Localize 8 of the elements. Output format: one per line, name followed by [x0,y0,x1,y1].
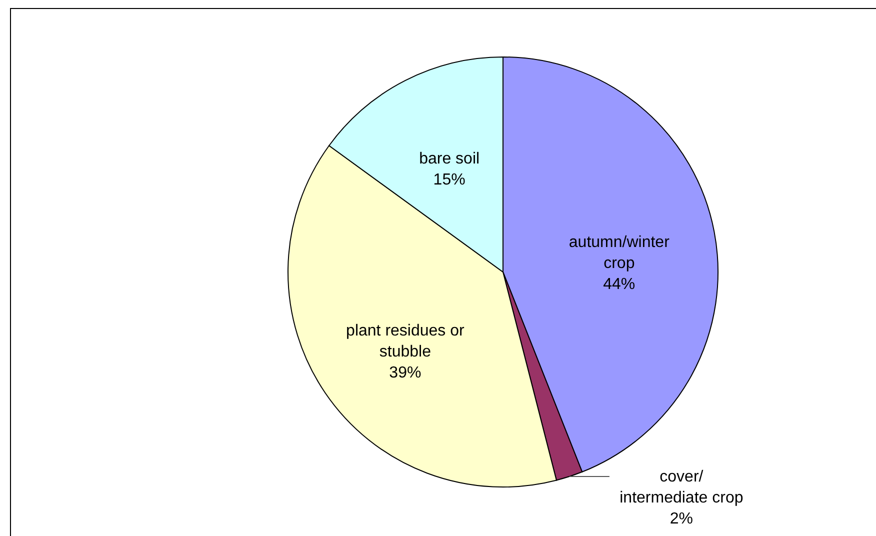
slice-label: bare soil [419,150,480,168]
data-label: 2% [670,510,693,528]
data-label: 15% [433,172,466,189]
data-label: 39% [389,364,422,382]
data-label: 44% [603,276,636,293]
slice-label: cover/ intermediate crop [620,468,744,506]
slice-label: autumn/winter crop [568,234,670,272]
slice-label: plant residues or stubble [346,322,466,360]
